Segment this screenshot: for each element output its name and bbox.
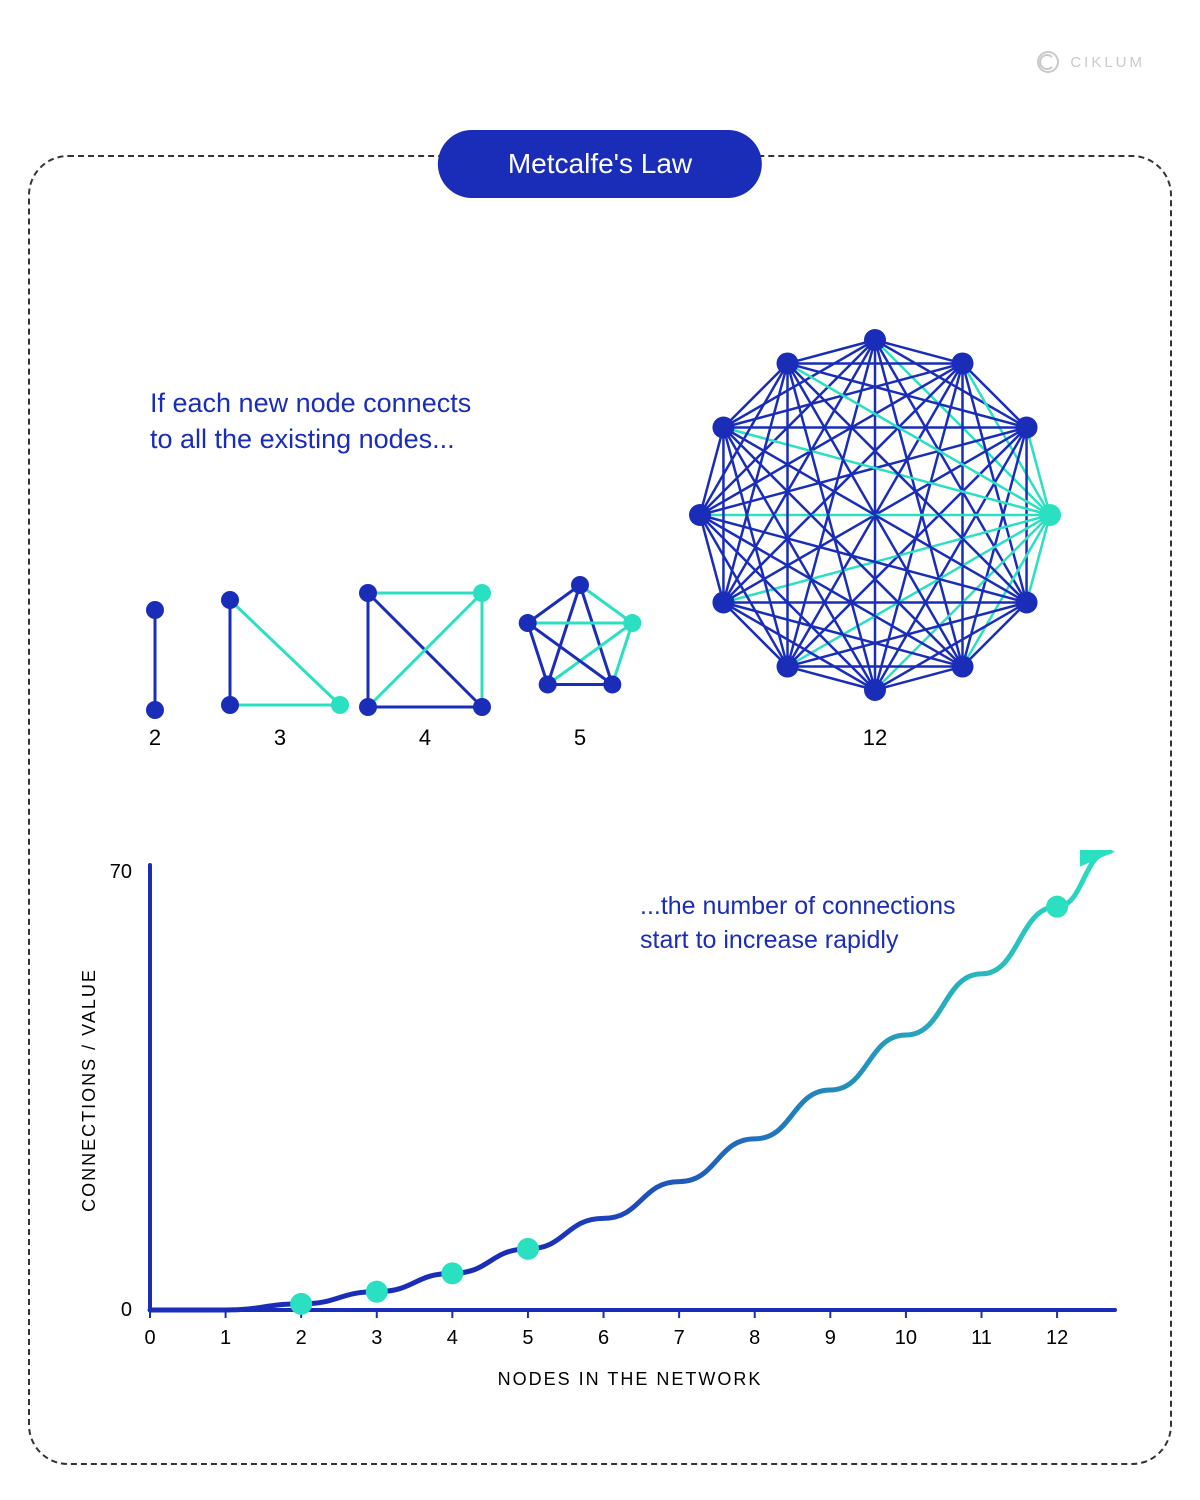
outro-line-2: start to increase rapidly [640,924,955,958]
svg-text:5: 5 [522,1327,533,1349]
outro-text: ...the number of connections start to in… [640,890,955,958]
svg-text:9: 9 [825,1327,836,1349]
outro-line-1: ...the number of connections [640,890,955,924]
svg-text:6: 6 [598,1327,609,1349]
svg-text:NODES IN THE NETWORK: NODES IN THE NETWORK [498,1369,763,1389]
svg-text:CONNECTIONS / VALUE: CONNECTIONS / VALUE [80,968,99,1212]
svg-text:1: 1 [220,1327,231,1349]
brand-logo: CIKLUM [1036,50,1145,74]
svg-text:0: 0 [121,1299,132,1321]
svg-text:0: 0 [144,1327,155,1349]
svg-text:5: 5 [574,725,586,750]
svg-text:4: 4 [447,1327,458,1349]
svg-text:10: 10 [895,1327,917,1349]
brand-name: CIKLUM [1070,54,1145,71]
chart-svg: 0700123456789101112NODES IN THE NETWORKC… [80,850,1130,1390]
svg-text:3: 3 [371,1327,382,1349]
svg-text:2: 2 [149,725,161,750]
title-badge: Metcalfe's Law [438,130,762,198]
growth-chart: ...the number of connections start to in… [80,850,1130,1395]
svg-text:8: 8 [749,1327,760,1349]
svg-text:2: 2 [296,1327,307,1349]
svg-text:7: 7 [674,1327,685,1349]
svg-text:12: 12 [1046,1327,1068,1349]
svg-text:11: 11 [971,1327,992,1349]
networks-svg: 2 3 4 5 12 [0,290,1200,790]
brand-logo-icon [1036,50,1060,74]
svg-text:70: 70 [110,861,132,883]
svg-text:12: 12 [863,725,887,750]
svg-text:3: 3 [274,725,286,750]
svg-text:4: 4 [419,725,431,750]
network-diagrams: 2 3 4 5 12 [0,290,1200,795]
